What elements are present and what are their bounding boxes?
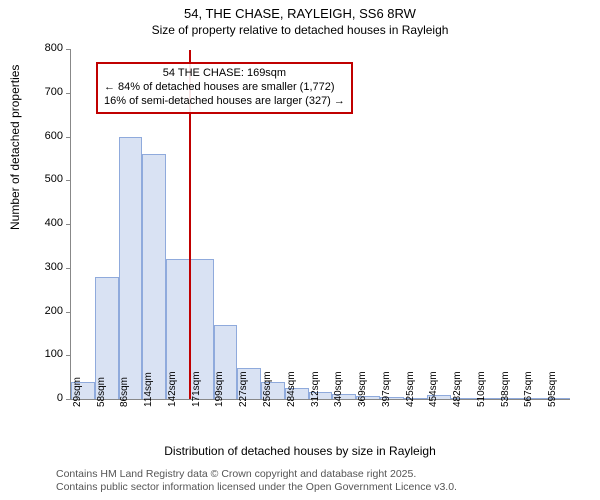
y-tick-mark [66, 49, 71, 50]
x-tick-label: 284sqm [286, 371, 297, 407]
annotation-line3: 16% of semi-detached houses are larger (… [104, 95, 345, 109]
y-tick-mark [66, 312, 71, 313]
y-tick-label: 200 [23, 305, 63, 317]
attribution-line1: Contains HM Land Registry data © Crown c… [56, 468, 457, 481]
x-tick-label: 340sqm [333, 371, 344, 407]
x-tick-label: 227sqm [238, 371, 249, 407]
x-tick-label: 171sqm [191, 371, 202, 407]
y-tick-mark [66, 355, 71, 356]
y-tick-mark [66, 399, 71, 400]
histogram-bar [142, 154, 166, 399]
x-tick-label: 482sqm [452, 371, 463, 407]
x-tick-label: 425sqm [405, 371, 416, 407]
x-tick-label: 595sqm [547, 371, 558, 407]
bar-slot: 454sqm [427, 50, 451, 399]
x-tick-label: 369sqm [357, 371, 368, 407]
chart-container: 54, THE CHASE, RAYLEIGH, SS6 8RW Size of… [0, 0, 600, 500]
chart-subtitle: Size of property relative to detached ho… [0, 23, 600, 39]
y-tick-label: 700 [23, 86, 63, 98]
y-tick-mark [66, 93, 71, 94]
bar-slot: 482sqm [451, 50, 475, 399]
bar-slot: 538sqm [499, 50, 523, 399]
x-tick-label: 114sqm [143, 372, 154, 407]
annotation-box: 54 THE CHASE: 169sqm← 84% of detached ho… [96, 62, 353, 113]
x-tick-label: 397sqm [381, 371, 392, 407]
x-tick-label: 142sqm [167, 371, 178, 407]
y-axis-label: Number of detached properties [8, 65, 22, 230]
x-tick-label: 86sqm [119, 377, 130, 407]
histogram-bar [119, 137, 143, 400]
attribution-line2: Contains public sector information licen… [56, 481, 457, 494]
y-tick-label: 0 [23, 392, 63, 404]
annotation-line1: 54 THE CHASE: 169sqm [104, 67, 345, 81]
bar-slot: 425sqm [404, 50, 428, 399]
x-tick-label: 510sqm [476, 371, 487, 407]
y-tick-label: 500 [23, 173, 63, 185]
plot-area: 29sqm58sqm86sqm114sqm142sqm171sqm199sqm2… [70, 50, 570, 400]
x-tick-label: 567sqm [523, 371, 534, 407]
attribution-text: Contains HM Land Registry data © Crown c… [56, 468, 457, 494]
y-tick-mark [66, 268, 71, 269]
bar-slot: 369sqm [356, 50, 380, 399]
y-tick-mark [66, 137, 71, 138]
x-tick-label: 454sqm [428, 371, 439, 407]
bar-slot: 29sqm [71, 50, 95, 399]
x-tick-label: 538sqm [500, 371, 511, 407]
y-tick-mark [66, 224, 71, 225]
x-tick-label: 199sqm [214, 371, 225, 407]
x-axis-label: Distribution of detached houses by size … [0, 444, 600, 458]
bar-slot: 595sqm [546, 50, 570, 399]
y-tick-label: 100 [23, 348, 63, 360]
y-tick-label: 300 [23, 261, 63, 273]
bar-slot: 510sqm [475, 50, 499, 399]
y-tick-mark [66, 180, 71, 181]
chart-title: 54, THE CHASE, RAYLEIGH, SS6 8RW [0, 6, 600, 23]
x-tick-label: 312sqm [310, 371, 321, 407]
annotation-line2: ← 84% of detached houses are smaller (1,… [104, 81, 345, 95]
x-tick-label: 58sqm [96, 377, 107, 407]
y-tick-label: 400 [23, 217, 63, 229]
bar-slot: 567sqm [523, 50, 547, 399]
chart-title-block: 54, THE CHASE, RAYLEIGH, SS6 8RW Size of… [0, 0, 600, 38]
x-tick-label: 256sqm [262, 371, 273, 407]
x-tick-label: 29sqm [72, 377, 83, 407]
y-tick-label: 800 [23, 42, 63, 54]
y-tick-label: 600 [23, 130, 63, 142]
bar-slot: 397sqm [380, 50, 404, 399]
